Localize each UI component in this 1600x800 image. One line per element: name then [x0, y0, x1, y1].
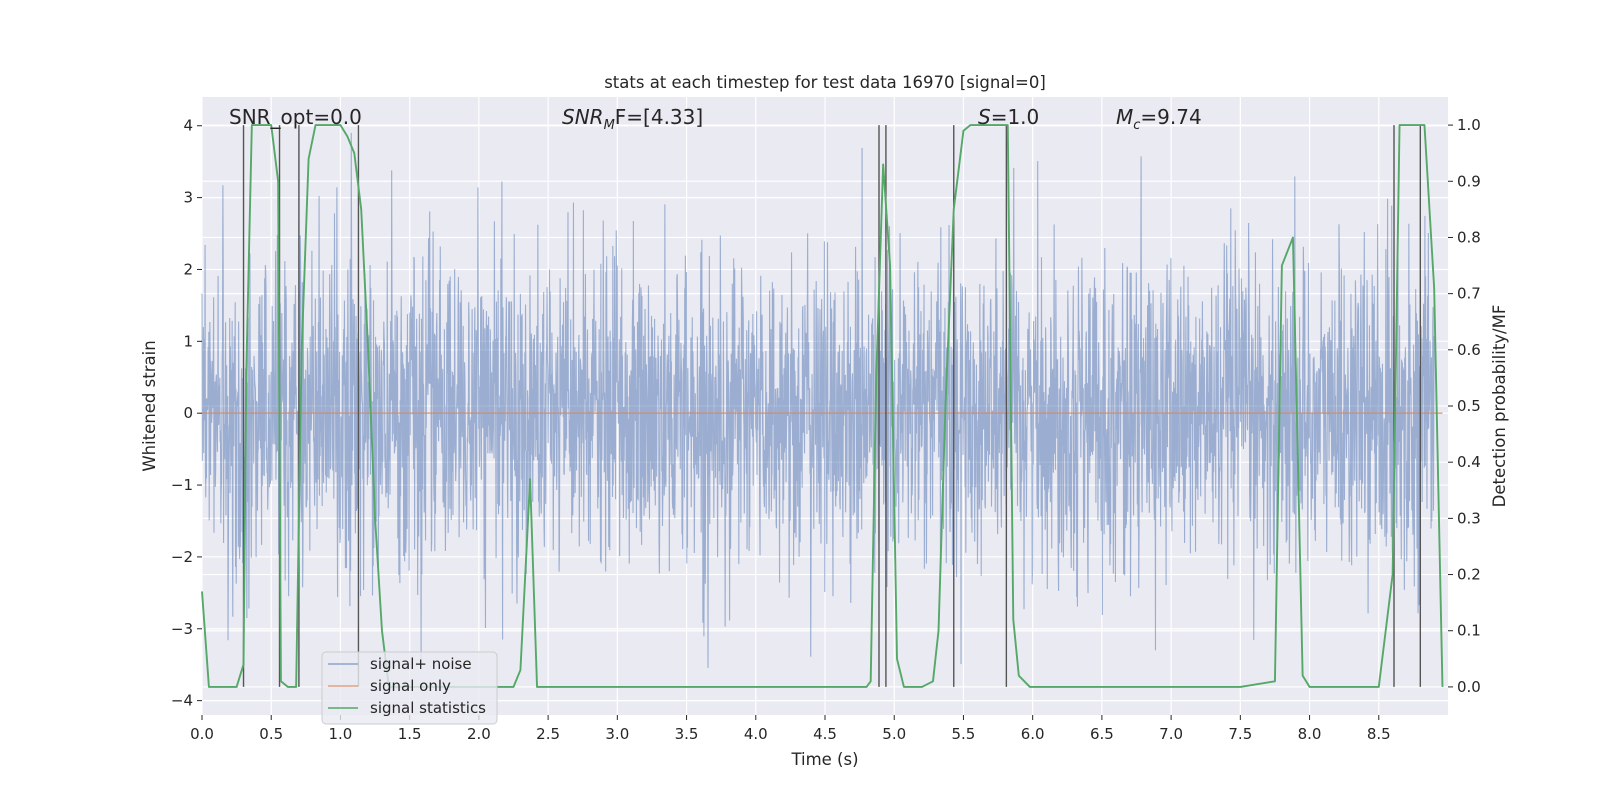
- x-tick-label: 7.5: [1228, 725, 1252, 743]
- y-right-tick-label: 0.2: [1457, 566, 1481, 584]
- mc-subscript: c: [1133, 118, 1140, 133]
- x-tick-labels: 0.0 0.5 1.0 1.5 2.0 2.5 3.0 3.5 4.0 4.5 5.0 5.5 6.0 6…: [190, 715, 1391, 743]
- y-left-tick-label: −3: [171, 620, 193, 638]
- y-left-tick-label: 2: [183, 260, 193, 278]
- y-left-tick-label: 1: [183, 332, 193, 350]
- s-value: =1.0: [991, 105, 1040, 129]
- snr-mf-name: SNR: [562, 105, 604, 129]
- x-tick-label: 4.5: [813, 725, 837, 743]
- s-annotation: S=1.0: [978, 105, 1039, 129]
- signal-noise-series: [201, 132, 1435, 668]
- y-right-tick-label: 1.0: [1457, 116, 1481, 134]
- y-left-tick-label: 4: [183, 117, 193, 135]
- x-tick-label: 0.0: [190, 725, 214, 743]
- x-tick-label: 2.5: [536, 725, 560, 743]
- chart-title: stats at each timestep for test data 169…: [604, 73, 1046, 92]
- signal-noise-line: [201, 132, 1435, 668]
- y-left-tick-label: 0: [183, 404, 193, 422]
- x-tick-label: 7.0: [1159, 725, 1183, 743]
- y-right-tick-label: 0.5: [1457, 397, 1481, 415]
- x-tick-label: 5.0: [882, 725, 906, 743]
- y-right-tick-label: 0.4: [1457, 453, 1481, 471]
- y-right-tick-label: 0.7: [1457, 285, 1481, 303]
- y-right-tick-label: 0.6: [1457, 341, 1481, 359]
- x-tick-label: 8.5: [1367, 725, 1391, 743]
- y-left-tick-labels: 4 3 2 1 0 −1 −2 −3 −4: [171, 117, 202, 710]
- x-tick-label: 1.0: [329, 725, 353, 743]
- legend-label-signal-only: signal only: [370, 677, 451, 695]
- legend-box: [321, 651, 498, 725]
- y-right-tick-label: 0.1: [1457, 622, 1481, 640]
- y-right-tick-labels: 1.0 0.9 0.8 0.7 0.6 0.5 0.4 0.3 0.2 0.1 0.0: [1448, 116, 1481, 696]
- mc-annotation: Mc=9.74: [1116, 105, 1202, 133]
- x-tick-label: 8.0: [1298, 725, 1322, 743]
- snr-mf-value: F=[4.33]: [615, 105, 703, 129]
- y-right-tick-label: 0.8: [1457, 228, 1481, 246]
- y-left-tick-label: −1: [171, 476, 193, 494]
- signal-statistics-series: [201, 124, 1444, 688]
- x-tick-label: 0.5: [259, 725, 283, 743]
- x-axis-label: Time (s): [790, 750, 858, 769]
- signal-statistics-line: [201, 124, 1444, 688]
- snr-mf-annotation: SNRMF=[4.33]: [562, 105, 703, 133]
- mc-name: M: [1116, 105, 1133, 129]
- legend-label-signal-statistics: signal statistics: [370, 699, 486, 717]
- y-left-tick-label: 3: [183, 189, 193, 207]
- x-tick-label: 5.5: [952, 725, 976, 743]
- x-tick-label: 3.5: [675, 725, 699, 743]
- legend: signal+ noise signal only signal statist…: [321, 651, 498, 725]
- x-tick-label: 1.5: [398, 725, 422, 743]
- y-right-tick-label: 0.3: [1457, 509, 1481, 527]
- y-left-axis-label: Whitened strain: [140, 340, 159, 471]
- legend-label-signal-noise: signal+ noise: [370, 655, 472, 673]
- x-tick-label: 3.0: [605, 725, 629, 743]
- x-tick-label: 2.0: [467, 725, 491, 743]
- snr-mf-subscript: M: [604, 118, 615, 133]
- mc-value: =9.74: [1140, 105, 1201, 129]
- x-tick-label: 4.0: [744, 725, 768, 743]
- snr-opt-annotation: SNR_opt=0.0: [229, 105, 362, 129]
- y-right-tick-label: 0.0: [1457, 678, 1481, 696]
- y-left-tick-label: −4: [171, 692, 193, 710]
- x-tick-label: 6.0: [1021, 725, 1045, 743]
- y-left-tick-label: −2: [171, 548, 193, 566]
- s-name: S: [978, 105, 991, 129]
- y-right-tick-label: 0.9: [1457, 172, 1481, 190]
- y-right-axis-label: Detection probability/MF: [1490, 305, 1509, 508]
- x-tick-label: 6.5: [1090, 725, 1114, 743]
